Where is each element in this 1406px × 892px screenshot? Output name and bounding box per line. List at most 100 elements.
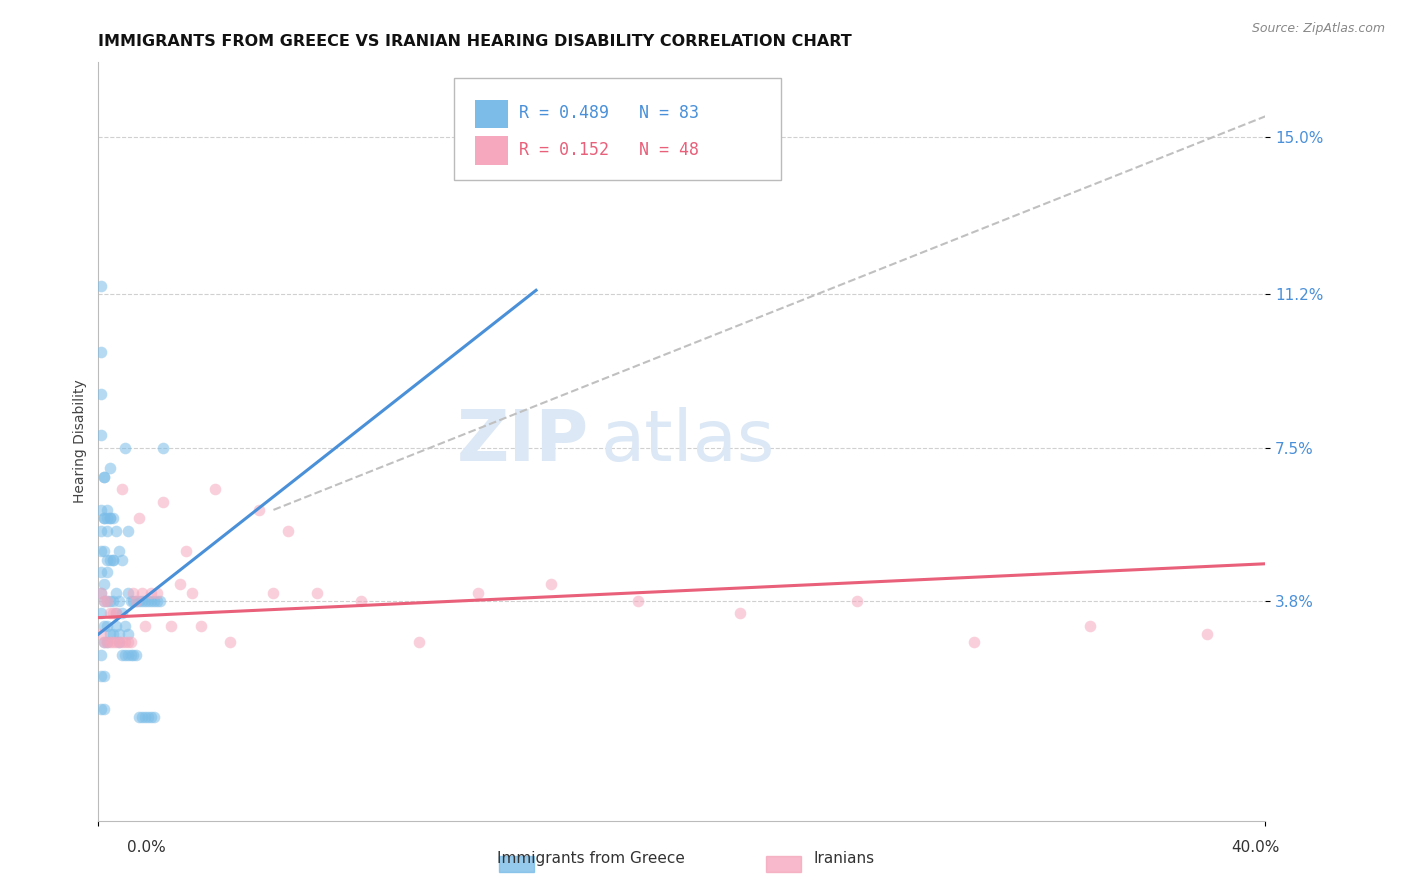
Point: [93, 635, 115, 649]
Point: [93, 469, 115, 483]
Point: [1080, 619, 1102, 633]
Point: [96, 619, 118, 633]
Point: [117, 627, 139, 641]
Text: IMMIGRANTS FROM GREECE VS IRANIAN HEARING DISABILITY CORRELATION CHART: IMMIGRANTS FROM GREECE VS IRANIAN HEARIN…: [98, 34, 852, 49]
Point: [180, 586, 202, 600]
Point: [93, 702, 115, 716]
Point: [730, 607, 752, 621]
Point: [117, 524, 139, 538]
Point: [108, 635, 131, 649]
Point: [1195, 627, 1218, 641]
Point: [846, 594, 869, 608]
Point: [98, 607, 121, 621]
Text: Iranians: Iranians: [813, 852, 875, 866]
Point: [174, 544, 197, 558]
Text: ZIP: ZIP: [457, 407, 589, 476]
Point: [96, 511, 118, 525]
Point: [131, 586, 153, 600]
Point: [117, 586, 139, 600]
Text: atlas: atlas: [600, 407, 775, 476]
Text: R = 0.489   N = 83: R = 0.489 N = 83: [519, 104, 699, 122]
Point: [90, 586, 112, 600]
Point: [93, 511, 115, 525]
Point: [96, 565, 118, 579]
Point: [90, 565, 112, 579]
Point: [104, 619, 127, 633]
Point: [627, 594, 650, 608]
Point: [90, 387, 112, 401]
Point: [93, 619, 115, 633]
Point: [139, 594, 162, 608]
Point: [120, 635, 142, 649]
Point: [111, 607, 134, 621]
Point: [90, 428, 112, 442]
Point: [307, 586, 329, 600]
Point: [190, 619, 212, 633]
Point: [114, 619, 136, 633]
Point: [96, 594, 118, 608]
FancyBboxPatch shape: [475, 100, 508, 128]
Point: [108, 627, 131, 641]
Point: [101, 552, 124, 566]
Point: [90, 345, 112, 359]
Point: [139, 586, 162, 600]
Point: [122, 648, 145, 662]
Point: [120, 648, 142, 662]
Point: [90, 607, 112, 621]
Point: [114, 441, 136, 455]
Point: [93, 594, 115, 608]
Point: [98, 594, 121, 608]
Point: [125, 594, 148, 608]
Point: [93, 511, 115, 525]
Point: [101, 552, 124, 566]
Point: [467, 586, 489, 600]
Point: [96, 635, 118, 649]
Point: [98, 627, 121, 641]
Point: [131, 594, 153, 608]
Point: [90, 503, 112, 517]
Point: [90, 627, 112, 641]
Point: [101, 627, 124, 641]
Point: [122, 586, 145, 600]
Point: [160, 619, 183, 633]
Y-axis label: Hearing Disability: Hearing Disability: [73, 380, 87, 503]
Point: [131, 710, 153, 724]
Point: [93, 577, 115, 591]
Text: 40.0%: 40.0%: [1232, 840, 1279, 855]
Point: [152, 441, 174, 455]
Text: Source: ZipAtlas.com: Source: ZipAtlas.com: [1251, 22, 1385, 36]
Point: [104, 635, 127, 649]
Point: [111, 552, 134, 566]
Point: [90, 524, 112, 538]
Point: [408, 635, 430, 649]
Point: [101, 511, 124, 525]
Point: [108, 594, 131, 608]
Point: [350, 594, 373, 608]
Point: [96, 552, 118, 566]
Point: [117, 648, 139, 662]
Point: [128, 594, 150, 608]
Point: [152, 494, 174, 508]
Point: [247, 503, 270, 517]
Point: [93, 635, 115, 649]
Point: [146, 586, 169, 600]
Point: [111, 635, 134, 649]
Point: [96, 594, 118, 608]
Text: R = 0.152   N = 48: R = 0.152 N = 48: [519, 141, 699, 159]
Point: [139, 710, 162, 724]
Point: [136, 710, 159, 724]
Point: [142, 710, 165, 724]
Point: [114, 648, 136, 662]
Point: [93, 668, 115, 682]
Text: Immigrants from Greece: Immigrants from Greece: [496, 852, 685, 866]
Point: [108, 635, 131, 649]
FancyBboxPatch shape: [475, 136, 508, 165]
Point: [98, 511, 121, 525]
Point: [128, 710, 150, 724]
Point: [104, 607, 127, 621]
Point: [90, 586, 112, 600]
Point: [125, 648, 148, 662]
Point: [96, 635, 118, 649]
Point: [204, 482, 226, 496]
Point: [146, 594, 169, 608]
